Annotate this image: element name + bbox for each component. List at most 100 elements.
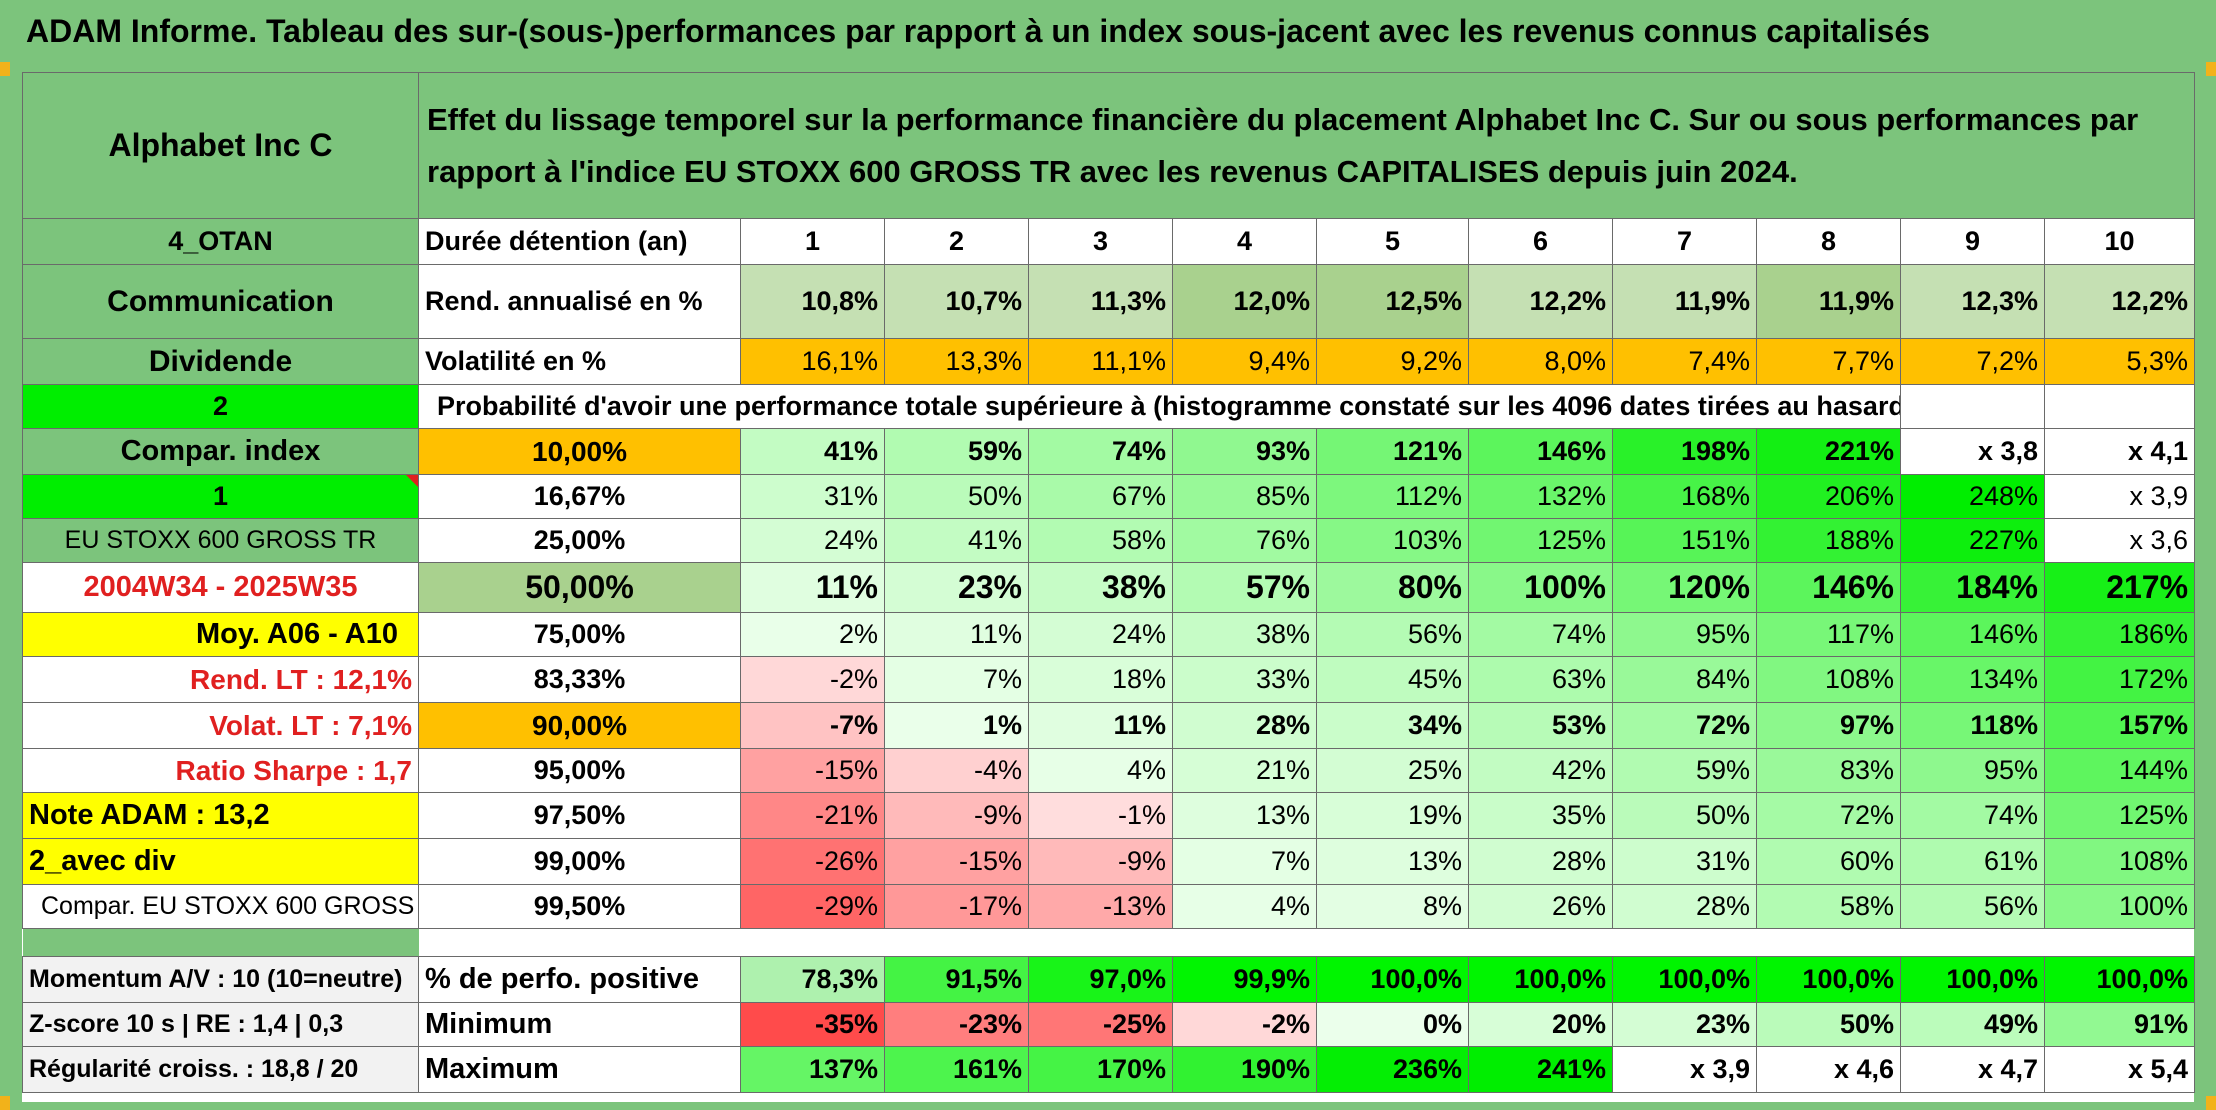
year-header: 9	[1900, 218, 2045, 265]
percentile-cell: 95%	[1612, 612, 1757, 657]
positive-share-value: 99,9%	[1172, 956, 1317, 1003]
percentile-cell: 61%	[1900, 838, 2045, 885]
percentile-cell: 85%	[1172, 474, 1317, 519]
rend-value: 10,8%	[740, 264, 885, 339]
rend-value: 11,9%	[1612, 264, 1757, 339]
percentile-cell: 60%	[1756, 838, 1901, 885]
percentile-cell: 35%	[1468, 792, 1613, 839]
percentile-cell: 4%	[1028, 748, 1173, 793]
maximum-value: 236%	[1316, 1046, 1469, 1093]
percentile-cell: 59%	[1612, 748, 1757, 793]
percentile-cell: 120%	[1612, 562, 1757, 613]
percentile-cell: 53%	[1468, 702, 1613, 749]
rend-value: 10,7%	[884, 264, 1029, 339]
percentile-cell: 7%	[1172, 838, 1317, 885]
percentile-cell: x 3,9	[2043, 474, 2196, 519]
period-label: 2004W34 - 2025W35	[22, 562, 419, 613]
year-header: 5	[1316, 218, 1469, 265]
note-adam-label: Note ADAM : 13,2	[22, 792, 419, 839]
percentile-cell: 26%	[1468, 884, 1613, 929]
positive-share-value: 97,0%	[1028, 956, 1173, 1003]
percentile-cell: 112%	[1316, 474, 1469, 519]
percentile-cell: -29%	[740, 884, 885, 929]
percentile-cell: 34%	[1316, 702, 1469, 749]
percentile-cell: 59%	[884, 428, 1029, 475]
percentile-cell: 74%	[1900, 792, 2045, 839]
percentile-cell: 186%	[2043, 612, 2196, 657]
rend-value: 12,0%	[1172, 264, 1317, 339]
index-name: EU STOXX 600 GROSS TR	[22, 518, 419, 563]
rend-label: Rend. annualisé en %	[418, 264, 741, 339]
compar-index-label: Compar. index	[22, 428, 419, 475]
vol-value: 16,1%	[740, 338, 885, 385]
percentile-cell: 151%	[1612, 518, 1757, 563]
percentile-cell: -13%	[1028, 884, 1173, 929]
rend-value: 12,2%	[2043, 264, 2196, 339]
minimum-value: -35%	[740, 1002, 885, 1047]
rend-value: 12,2%	[1468, 264, 1613, 339]
percentile-cell: 63%	[1468, 656, 1613, 703]
percentile-cell: -21%	[740, 792, 885, 839]
percentile-value: 83,33%	[418, 656, 741, 703]
year-header: 4	[1172, 218, 1317, 265]
percentile-cell: 206%	[1756, 474, 1901, 519]
percentile-cell: 221%	[1756, 428, 1901, 475]
minimum-value: 50%	[1756, 1002, 1901, 1047]
compar-full-label: Compar. EU STOXX 600 GROSS TR	[22, 884, 419, 929]
percentile-cell: 56%	[1900, 884, 2045, 929]
empty-cell	[2043, 384, 2196, 429]
percentile-cell: 33%	[1172, 656, 1317, 703]
percentile-value: 97,50%	[418, 792, 741, 839]
percentile-cell: 42%	[1468, 748, 1613, 793]
minimum-value: 20%	[1468, 1002, 1613, 1047]
min-label: Minimum	[418, 1002, 741, 1047]
percentile-cell: 67%	[1028, 474, 1173, 519]
percentile-cell: 18%	[1028, 656, 1173, 703]
percentile-cell: 172%	[2043, 656, 2196, 703]
percentile-cell: 100%	[1468, 562, 1613, 613]
percentile-cell: 76%	[1172, 518, 1317, 563]
minimum-value: -2%	[1172, 1002, 1317, 1047]
rend-lt-label: Rend. LT : 12,1%	[22, 656, 419, 703]
percentile-cell: 19%	[1316, 792, 1469, 839]
percentile-value: 16,67%	[418, 474, 741, 519]
percentile-cell: 31%	[1612, 838, 1757, 885]
percentile-cell: x 3,8	[1900, 428, 2045, 475]
percentile-cell: 108%	[2043, 838, 2196, 885]
percentile-cell: 100%	[2043, 884, 2196, 929]
percentile-cell: 84%	[1612, 656, 1757, 703]
percentile-cell: 227%	[1900, 518, 2045, 563]
positive-share-value: 100,0%	[1316, 956, 1469, 1003]
percentile-cell: 72%	[1756, 792, 1901, 839]
positive-share-value: 100,0%	[1900, 956, 2045, 1003]
vol-value: 11,1%	[1028, 338, 1173, 385]
percentile-cell: 93%	[1172, 428, 1317, 475]
duree-label: Durée détention (an)	[418, 218, 741, 265]
percentile-cell: 95%	[1900, 748, 2045, 793]
percentile-cell: 45%	[1316, 656, 1469, 703]
report-description: Effet du lissage temporel sur la perform…	[417, 72, 2196, 219]
vol-value: 7,2%	[1900, 338, 2045, 385]
vol-label: Volatilité en %	[418, 338, 741, 385]
percentile-cell: x 3,6	[2043, 518, 2196, 563]
percentile-cell: 72%	[1612, 702, 1757, 749]
year-header: 1	[740, 218, 885, 265]
percentile-cell: 168%	[1612, 474, 1757, 519]
percentile-cell: 118%	[1900, 702, 2045, 749]
maximum-value: 137%	[740, 1046, 885, 1093]
report-title: ADAM Informe. Tableau des sur-(sous-)per…	[0, 0, 2216, 62]
percentile-cell: 1%	[884, 702, 1029, 749]
maximum-value: x 3,9	[1612, 1046, 1757, 1093]
percentile-cell: 146%	[1900, 612, 2045, 657]
percentile-cell: 7%	[884, 656, 1029, 703]
minimum-value: 0%	[1316, 1002, 1469, 1047]
percentile-cell: 125%	[2043, 792, 2196, 839]
percentile-cell: 121%	[1316, 428, 1469, 475]
percentile-cell: 103%	[1316, 518, 1469, 563]
maximum-value: 241%	[1468, 1046, 1613, 1093]
percentile-cell: 38%	[1028, 562, 1173, 613]
percentile-cell: 23%	[884, 562, 1029, 613]
year-header: 2	[884, 218, 1029, 265]
minimum-value: 23%	[1612, 1002, 1757, 1047]
percentile-cell: 125%	[1468, 518, 1613, 563]
